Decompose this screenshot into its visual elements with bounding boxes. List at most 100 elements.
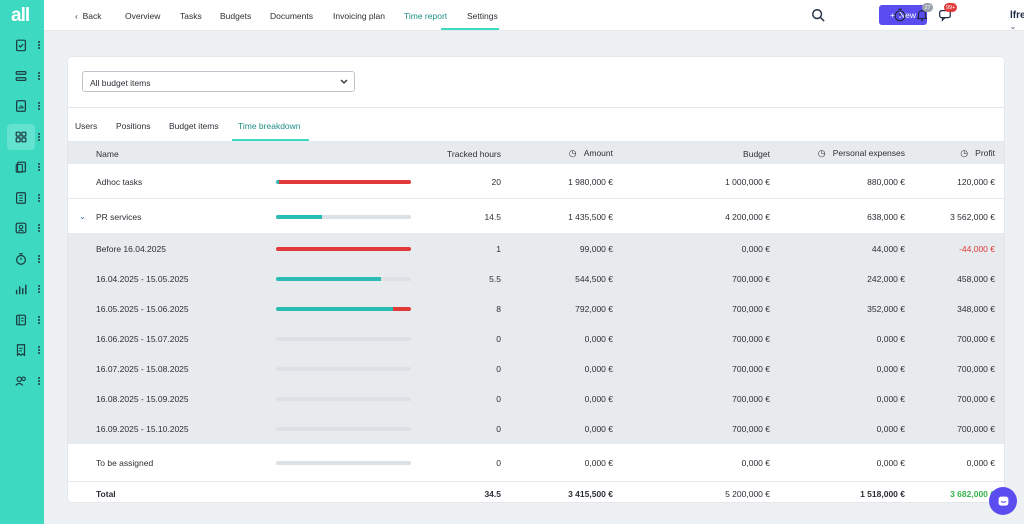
row-hours: 20 xyxy=(491,177,501,187)
row-hours: 0 xyxy=(496,364,501,374)
tab-budget-items[interactable]: Budget items xyxy=(169,121,219,131)
more-options-icon[interactable] xyxy=(37,285,40,293)
company-switcher[interactable]: lfre ⌄ xyxy=(1010,10,1024,32)
sidebar-item-bar-chart[interactable] xyxy=(7,276,35,302)
progress-fill xyxy=(276,215,322,219)
new-button-label: New xyxy=(898,10,916,20)
expand-chevron-icon[interactable]: ⌄ xyxy=(79,211,87,221)
sidebar-item-building[interactable] xyxy=(7,185,35,211)
col-amount[interactable]: ◷ Amount xyxy=(569,148,613,159)
more-options-icon[interactable] xyxy=(37,193,40,202)
sidebar-item-clipboard-check[interactable] xyxy=(7,32,35,58)
sidebar-item-stopwatch[interactable] xyxy=(7,246,35,272)
select-value: All budget items xyxy=(90,78,151,88)
sidebar-item-receipt[interactable] xyxy=(7,337,35,363)
row-name: 16.08.2025 - 15.09.2025 xyxy=(96,394,189,404)
row-budget: 700,000 € xyxy=(732,304,770,314)
nav-settings[interactable]: Settings xyxy=(467,11,498,21)
budget-items-select[interactable]: All budget items xyxy=(82,71,355,92)
bar-chart-icon xyxy=(15,284,27,295)
sidebar-item-grid[interactable] xyxy=(7,123,35,150)
sidebar-item-ledger[interactable] xyxy=(7,307,35,333)
more-options-icon[interactable] xyxy=(37,376,40,385)
ledger-icon xyxy=(16,314,26,325)
row-amount: 0,000 € xyxy=(584,334,613,344)
clock-icon: ◷ xyxy=(817,148,826,158)
nav-tasks[interactable]: Tasks xyxy=(180,11,202,21)
report-tabs: Users Positions Budget items Time breakd… xyxy=(68,107,1004,141)
table-subrow: 16.05.2025 - 15.06.2025 8 792,000 € 700,000… xyxy=(68,293,1004,323)
nav-time-report[interactable]: Time report xyxy=(404,11,448,21)
new-button[interactable]: + New xyxy=(879,5,927,25)
row-expenses: 44,000 € xyxy=(871,244,905,254)
tab-time-breakdown[interactable]: Time breakdown xyxy=(238,121,301,131)
row-hours: 0 xyxy=(496,394,501,404)
row-name: PR services xyxy=(96,212,142,222)
total-profit: 3 682,000 € xyxy=(950,489,995,499)
row-budget: 1 000,000 € xyxy=(725,177,770,187)
sidebar-item-contact-card[interactable] xyxy=(7,215,35,241)
support-chat-button[interactable] xyxy=(989,487,1017,515)
table-row[interactable]: ⌄ PR services 14.5 1 435,500 € 4 200,000 € 63… xyxy=(68,198,1004,233)
more-options-icon[interactable] xyxy=(37,41,40,49)
chevron-down-icon: ⌄ xyxy=(1010,24,1016,31)
nav-invoicing-plan[interactable]: Invoicing plan xyxy=(333,11,385,21)
more-options-icon[interactable] xyxy=(37,102,40,110)
clock-icon: ◷ xyxy=(568,148,577,158)
col-profit[interactable]: ◷ Profit xyxy=(960,148,995,159)
table-header: Name Tracked hours ◷ Amount Budget ◷ Per… xyxy=(68,141,1004,163)
row-profit: 700,000 € xyxy=(957,334,995,344)
nav-budgets[interactable]: Budgets xyxy=(220,11,252,21)
sidebar-item-stack[interactable] xyxy=(7,63,35,89)
plus-icon: + xyxy=(890,10,895,20)
row-expenses: 0,000 € xyxy=(876,334,905,344)
nav-documents[interactable]: Documents xyxy=(270,11,313,21)
row-hours: 0 xyxy=(496,424,501,434)
row-expenses: 352,000 € xyxy=(867,304,905,314)
active-nav-indicator xyxy=(441,28,499,30)
more-options-icon[interactable] xyxy=(37,163,40,171)
active-tab-indicator xyxy=(232,139,309,141)
stopwatch-icon[interactable] xyxy=(893,8,907,22)
overrun-fill xyxy=(278,180,411,184)
total-amount: 3 415,500 € xyxy=(568,489,613,499)
col-amount-label: Amount xyxy=(583,148,613,158)
row-hours: 14.5 xyxy=(484,212,501,222)
sidebar-item-users[interactable] xyxy=(7,368,35,394)
document-chart-icon xyxy=(16,100,26,112)
col-personal-expenses[interactable]: ◷ Personal expenses xyxy=(818,148,905,159)
row-expenses: 0,000 € xyxy=(876,394,905,404)
sidebar-item-document-chart[interactable] xyxy=(7,93,35,119)
contact-card-icon xyxy=(15,222,27,234)
progress-fill xyxy=(276,307,394,311)
row-amount: 544,500 € xyxy=(575,274,613,284)
overrun-fill xyxy=(276,247,411,251)
row-profit: 120,000 € xyxy=(957,177,995,187)
more-options-icon[interactable] xyxy=(37,315,40,324)
col-expenses-label: Personal expenses xyxy=(832,148,905,158)
table-row: Adhoc tasks 20 1 980,000 € 1 000,000 € 880,0… xyxy=(68,163,1004,198)
row-expenses: 242,000 € xyxy=(867,274,905,284)
stopwatch-icon xyxy=(16,252,26,265)
row-expenses: 0,000 € xyxy=(876,424,905,434)
tab-positions[interactable]: Positions xyxy=(116,121,151,131)
back-button[interactable]: ‹ Back xyxy=(75,11,102,21)
row-expenses: 0,000 € xyxy=(876,364,905,374)
more-options-icon[interactable] xyxy=(37,71,40,80)
tab-users[interactable]: Users xyxy=(75,121,98,131)
sidebar-item-clipboard-copy[interactable] xyxy=(7,154,35,180)
users-icon xyxy=(15,375,26,386)
more-options-icon[interactable] xyxy=(37,254,40,263)
search-icon[interactable] xyxy=(811,8,825,22)
nav-overview[interactable]: Overview xyxy=(125,11,161,21)
clipboard-check-icon xyxy=(16,39,26,52)
row-amount: 0,000 € xyxy=(584,424,613,434)
more-options-icon[interactable] xyxy=(37,224,40,232)
table-subrow: 16.06.2025 - 15.07.2025 0 0,000 € 700,000 €… xyxy=(68,323,1004,353)
row-expenses: 880,000 € xyxy=(867,177,905,187)
top-navigation: ‹ Back Overview Tasks Budgets Documents … xyxy=(44,0,1024,31)
more-options-icon[interactable] xyxy=(37,346,40,354)
more-options-icon[interactable] xyxy=(37,132,40,141)
col-budget[interactable]: Budget xyxy=(743,149,770,159)
col-tracked-hours[interactable]: Tracked hours xyxy=(446,149,501,159)
